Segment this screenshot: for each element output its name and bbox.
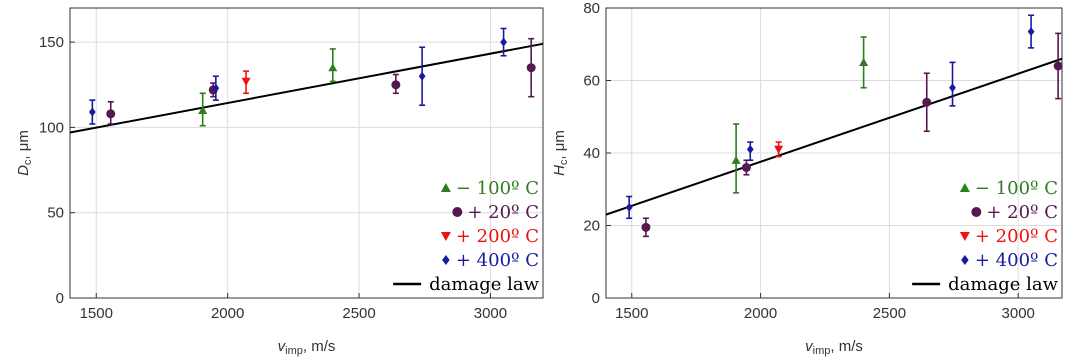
y-tick-label: 0	[56, 290, 64, 307]
x-tick-label: 1500	[615, 305, 648, 322]
data-point	[625, 202, 633, 212]
y-tick-label: 100	[39, 119, 64, 136]
y-tick-label: 40	[583, 145, 600, 162]
data-point	[949, 83, 956, 93]
y-tick-label: 0	[592, 290, 600, 307]
x-tick-label: 2000	[744, 305, 777, 322]
series-p20	[106, 37, 536, 125]
data-point	[859, 57, 869, 66]
data-point	[241, 77, 251, 86]
data-point	[1053, 61, 1063, 71]
data-point	[328, 63, 338, 72]
legend-label: − 100º C	[975, 178, 1058, 199]
fit-line	[69, 42, 544, 134]
legend-label: damage law	[948, 274, 1058, 295]
x-axis-label: vimp, m/s	[278, 338, 336, 357]
legend-label: − 100º C	[456, 178, 539, 199]
y-axis-label: Dc, μm	[15, 130, 34, 176]
legend: − 100º C + 20º C + 200º C + 400º C damage la…	[393, 178, 540, 295]
y-tick-label: 80	[583, 0, 600, 17]
data-point	[391, 80, 401, 90]
data-point	[746, 144, 754, 154]
chart-panel-1: 1500 2000 2500 3000 0 50 100 150 vimp, m/s Dc, μm…	[15, 7, 544, 357]
x-tick-label: 3000	[1002, 305, 1035, 322]
data-point	[106, 109, 116, 119]
y-tick-label: 50	[47, 205, 64, 222]
legend-label: + 400º C	[975, 250, 1058, 271]
legend-marker	[959, 183, 970, 192]
data-point	[212, 83, 220, 93]
data-point	[741, 163, 751, 172]
series-p400	[625, 14, 1035, 220]
legend-marker	[971, 207, 982, 217]
plot-frame	[69, 7, 544, 299]
series-p200	[774, 141, 784, 158]
data-point	[526, 63, 536, 73]
x-tick-label: 3000	[474, 305, 507, 322]
y-tick-label: 60	[583, 73, 600, 90]
data-point	[88, 107, 96, 117]
legend-label: damage law	[429, 274, 539, 295]
legend-marker	[440, 232, 451, 241]
legend-label: + 20º C	[986, 202, 1058, 223]
y-tick-label: 150	[39, 34, 64, 51]
legend-marker	[961, 255, 969, 265]
x-tick-label: 2500	[873, 305, 906, 322]
legend-label: + 200º C	[456, 226, 539, 247]
series-m100	[198, 48, 338, 127]
legend-label: + 400º C	[456, 250, 539, 271]
data-point	[641, 222, 651, 232]
x-tick-label: 1500	[80, 305, 113, 322]
x-axis-label: vimp, m/s	[805, 338, 863, 357]
data-point	[922, 97, 932, 107]
legend-marker	[959, 232, 970, 241]
x-tick-label: 2000	[211, 305, 244, 322]
legend-marker	[442, 255, 450, 265]
y-tick-label: 20	[583, 218, 600, 235]
chart-panel-2: 1500 2000 2500 3000 0 20 40 60 80 vimp, m/s Hc, μm…	[551, 0, 1063, 357]
series-p200	[241, 70, 251, 95]
legend-marker	[440, 183, 451, 192]
series-p20	[641, 32, 1063, 238]
y-axis-label: Hc, μm	[551, 130, 570, 176]
series-m100	[731, 36, 869, 194]
data-point	[198, 105, 208, 114]
fit-line	[605, 57, 1063, 216]
x-tick-label: 2500	[342, 305, 375, 322]
data-point	[500, 37, 507, 47]
legend-label: + 200º C	[975, 226, 1058, 247]
series-p400	[88, 27, 507, 125]
legend-marker	[452, 207, 463, 217]
data-point	[1027, 27, 1035, 37]
data-point	[418, 71, 426, 81]
data-point	[774, 145, 784, 154]
legend-label: + 20º C	[467, 202, 539, 223]
data-point	[731, 155, 741, 164]
legend: − 100º C + 20º C + 200º C + 400º C damage la…	[912, 178, 1059, 295]
